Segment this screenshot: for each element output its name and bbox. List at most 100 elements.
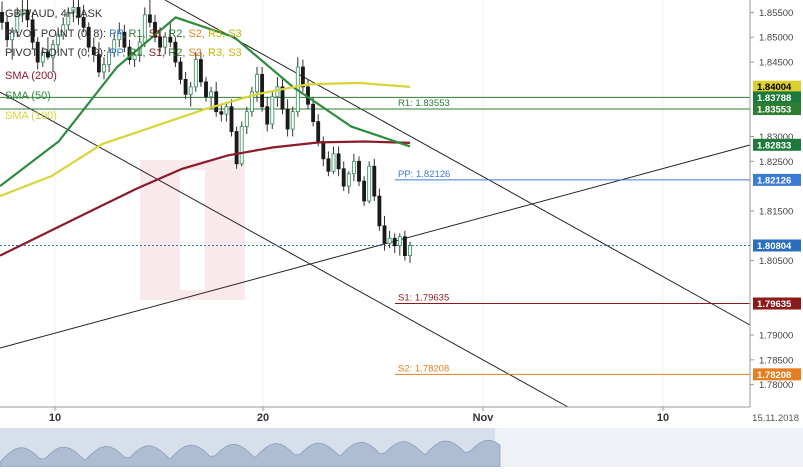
candle-body: [300, 66, 305, 88]
candle-body: [147, 14, 152, 23]
y-tick-label: 1.82500: [759, 157, 793, 168]
price-tag-label: 1.79635: [757, 299, 792, 310]
price-tag-label: 1.82833: [757, 140, 791, 151]
candle-body: [158, 36, 163, 48]
candle-body: [193, 59, 198, 88]
indicator-label: SMA (200): [5, 70, 57, 82]
indicator-line: [0, 16, 411, 187]
candle-body: [81, 16, 86, 28]
x-tick-label: 20: [257, 412, 269, 424]
legend-item: R2,: [168, 28, 188, 40]
indicator-label: SMA (100): [5, 110, 57, 122]
y-tick-label: 1.80500: [759, 256, 793, 267]
indicator-label: SMA (50): [5, 90, 51, 102]
candle-body: [0, 12, 4, 23]
legend-row: PIVOT POINT (0, 9): PP, R1, S1, R2, S2, …: [5, 47, 242, 59]
price-tag-label: 1.83788: [757, 93, 791, 104]
x-tick-label: 10: [657, 412, 669, 424]
legend-item: R1,: [129, 47, 149, 59]
price-tag-label: 1.78208: [757, 370, 791, 381]
y-tick-label: 1.79000: [759, 331, 793, 342]
candle-body: [326, 158, 331, 172]
y-tick-label: 1.78000: [759, 380, 793, 391]
candle-body: [102, 64, 106, 73]
y-axis-panel: [750, 0, 803, 467]
trend-line: [0, 144, 751, 349]
y-tick-label: 1.84500: [759, 58, 793, 69]
candle-body: [173, 41, 178, 63]
legend-item: R3,: [208, 28, 228, 40]
legend-item: S3: [228, 47, 241, 59]
candle-body: [61, 24, 66, 36]
candle-body: [290, 111, 295, 130]
candle-body: [183, 79, 188, 95]
candle-body: [163, 36, 168, 48]
candle-body: [331, 153, 336, 172]
candle-body: [397, 236, 402, 247]
y-tick-label: 1.85500: [759, 8, 793, 19]
watermark-logo: [140, 160, 245, 300]
candle-body: [107, 51, 112, 65]
price-tag: [753, 103, 801, 116]
indicator-line: [0, 81, 411, 198]
candle-body: [224, 106, 229, 115]
candle-body: [96, 54, 101, 73]
watermark-logo-mark: [180, 170, 205, 290]
price-tag: [753, 91, 801, 104]
chart-title: GBP/AUD, 4H, ASK: [5, 8, 103, 20]
candle-body: [234, 131, 239, 165]
candle-body: [25, 9, 30, 21]
candle-body: [357, 160, 361, 182]
navigator-area: [0, 439, 501, 468]
candle-body: [35, 41, 40, 63]
candle-body: [51, 44, 55, 58]
price-tag: [753, 297, 801, 310]
candle-body: [311, 103, 316, 123]
candle-body: [76, 7, 81, 18]
candle-body: [316, 121, 321, 142]
candle-body: [372, 165, 377, 197]
legend-item: S1,: [149, 47, 169, 59]
candle-body: [275, 86, 280, 98]
candle-body: [45, 51, 50, 58]
candle-body: [255, 74, 259, 93]
legend-item: S3: [228, 28, 241, 40]
candle-body: [402, 236, 407, 257]
candle-body: [260, 74, 265, 108]
candle-body: [20, 9, 25, 16]
pivot-level-label: S2: 1.78208: [398, 363, 449, 374]
candle-body: [219, 111, 224, 115]
candle-body: [321, 141, 326, 160]
candle-body: [153, 21, 157, 38]
price-tag: [753, 173, 801, 186]
candle-body: [178, 61, 183, 80]
x-tick-label: Nov: [473, 412, 495, 424]
watermark: [140, 160, 245, 300]
price-tag-label: 1.83553: [757, 105, 791, 116]
candle-body: [10, 31, 15, 41]
candle-body: [132, 54, 137, 60]
x-tick-label: 10: [49, 412, 61, 424]
candle-body: [387, 237, 392, 244]
legend-item: R2,: [168, 47, 188, 59]
legend-item: R1,: [129, 28, 149, 40]
y-tick-label: 1.81500: [759, 206, 793, 217]
legend-prefix: PIVOT POINT (0, 9):: [5, 47, 109, 59]
candle-body: [214, 91, 219, 113]
candle-body: [66, 12, 71, 26]
legend-item: S2,: [188, 47, 208, 59]
price-tag: [753, 368, 801, 381]
price-tag-label: 1.80804: [757, 241, 792, 252]
legend-item: S2,: [188, 28, 208, 40]
y-tick-label: 1.83000: [759, 132, 793, 143]
price-tag: [753, 239, 801, 252]
candle-body: [239, 126, 244, 165]
candle-body: [377, 195, 382, 227]
candle-body: [244, 111, 249, 127]
trend-line: [0, 91, 569, 408]
candle-body: [351, 160, 356, 175]
candle-body: [56, 34, 61, 46]
candle-body: [117, 31, 122, 41]
price-tag-label: 1.84004: [757, 82, 792, 93]
